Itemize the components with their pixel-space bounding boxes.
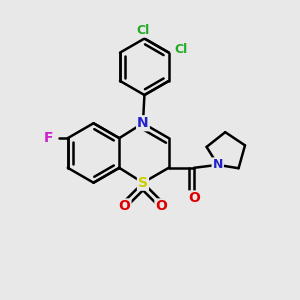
Text: N: N	[137, 116, 149, 130]
Text: N: N	[212, 158, 223, 171]
Text: O: O	[188, 191, 200, 206]
Text: F: F	[44, 131, 53, 145]
Text: Cl: Cl	[174, 43, 188, 56]
Text: S: S	[138, 176, 148, 190]
Text: Cl: Cl	[136, 24, 150, 37]
Text: O: O	[118, 200, 130, 214]
Text: O: O	[155, 200, 167, 214]
